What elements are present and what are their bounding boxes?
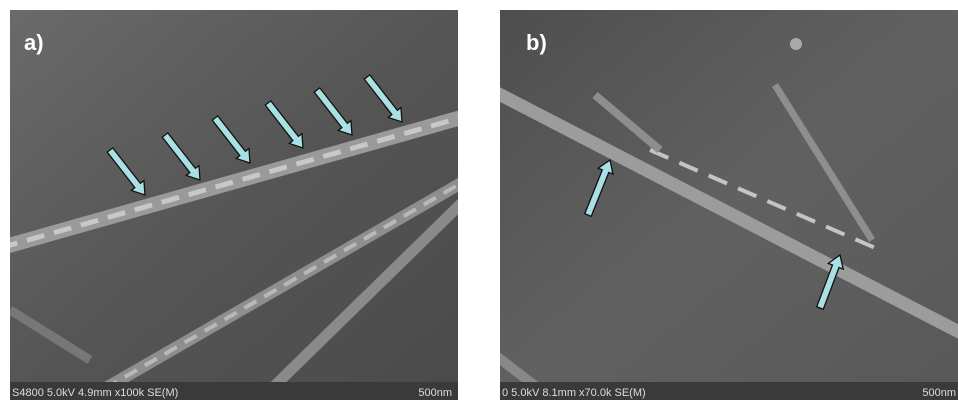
- figure: a) S4800 5.0kV 4.9mm x100k SE(M) 500nm b…: [0, 0, 958, 402]
- micrograph: [10, 10, 458, 400]
- info-text: 0 5.0kV 8.1mm x70.0k SE(M): [502, 387, 646, 399]
- panel-a: a) S4800 5.0kV 4.9mm x100k SE(M) 500nm: [0, 10, 470, 402]
- panel-label: b): [526, 30, 547, 55]
- info-text: S4800 5.0kV 4.9mm x100k SE(M): [12, 387, 178, 399]
- panel-b: b) 0 5.0kV 8.1mm x70.0k SE(M) 500nm: [495, 10, 958, 402]
- panel-label: a): [24, 30, 44, 55]
- scale-text: 500nm: [418, 387, 452, 399]
- scale-text: 500nm: [922, 387, 956, 399]
- micrograph: [500, 10, 958, 400]
- particle: [790, 38, 802, 50]
